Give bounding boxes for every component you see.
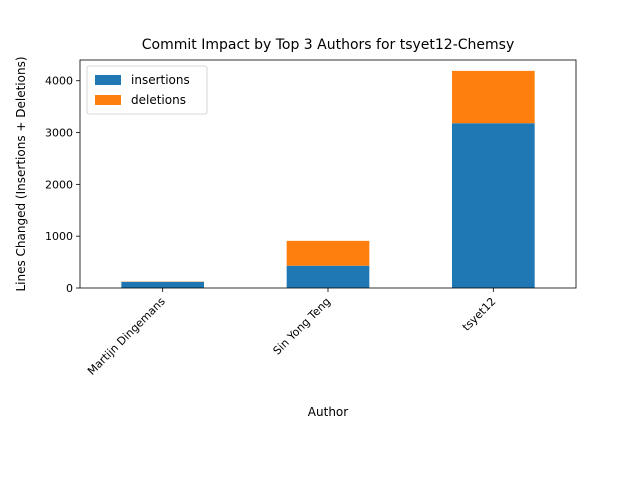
legend: insertions deletions [86, 65, 208, 115]
y-axis-label: Lines Changed (Insertions + Deletions) [14, 56, 28, 291]
legend-label-insertions: insertions [131, 73, 190, 87]
bar-deletions-2 [286, 240, 370, 266]
axes-frame [79, 59, 577, 289]
bar-insertions-1 [121, 281, 204, 288]
x-axis-label: Author [308, 405, 348, 419]
bar-insertions-3 [452, 123, 535, 288]
legend-label-deletions: deletions [131, 93, 186, 107]
x-tick-label: tsyet12 [460, 295, 499, 334]
y-tick-label: 1000 [45, 230, 73, 243]
y-tick-label: 0 [66, 282, 73, 295]
x-tick-label: Martijn Dingemans [85, 295, 168, 378]
y-tick-label: 4000 [45, 75, 73, 88]
legend-swatch-deletions [95, 95, 121, 105]
legend-swatch-insertions [95, 75, 121, 85]
bar-insertions-2 [286, 265, 370, 288]
y-tick-label: 3000 [45, 127, 73, 140]
y-tick-label: 2000 [45, 178, 73, 191]
chart-title: Commit Impact by Top 3 Authors for tsyet… [142, 37, 514, 53]
bar-deletions-3 [452, 70, 535, 124]
x-tick-label: Sin Yong Teng [271, 295, 334, 358]
